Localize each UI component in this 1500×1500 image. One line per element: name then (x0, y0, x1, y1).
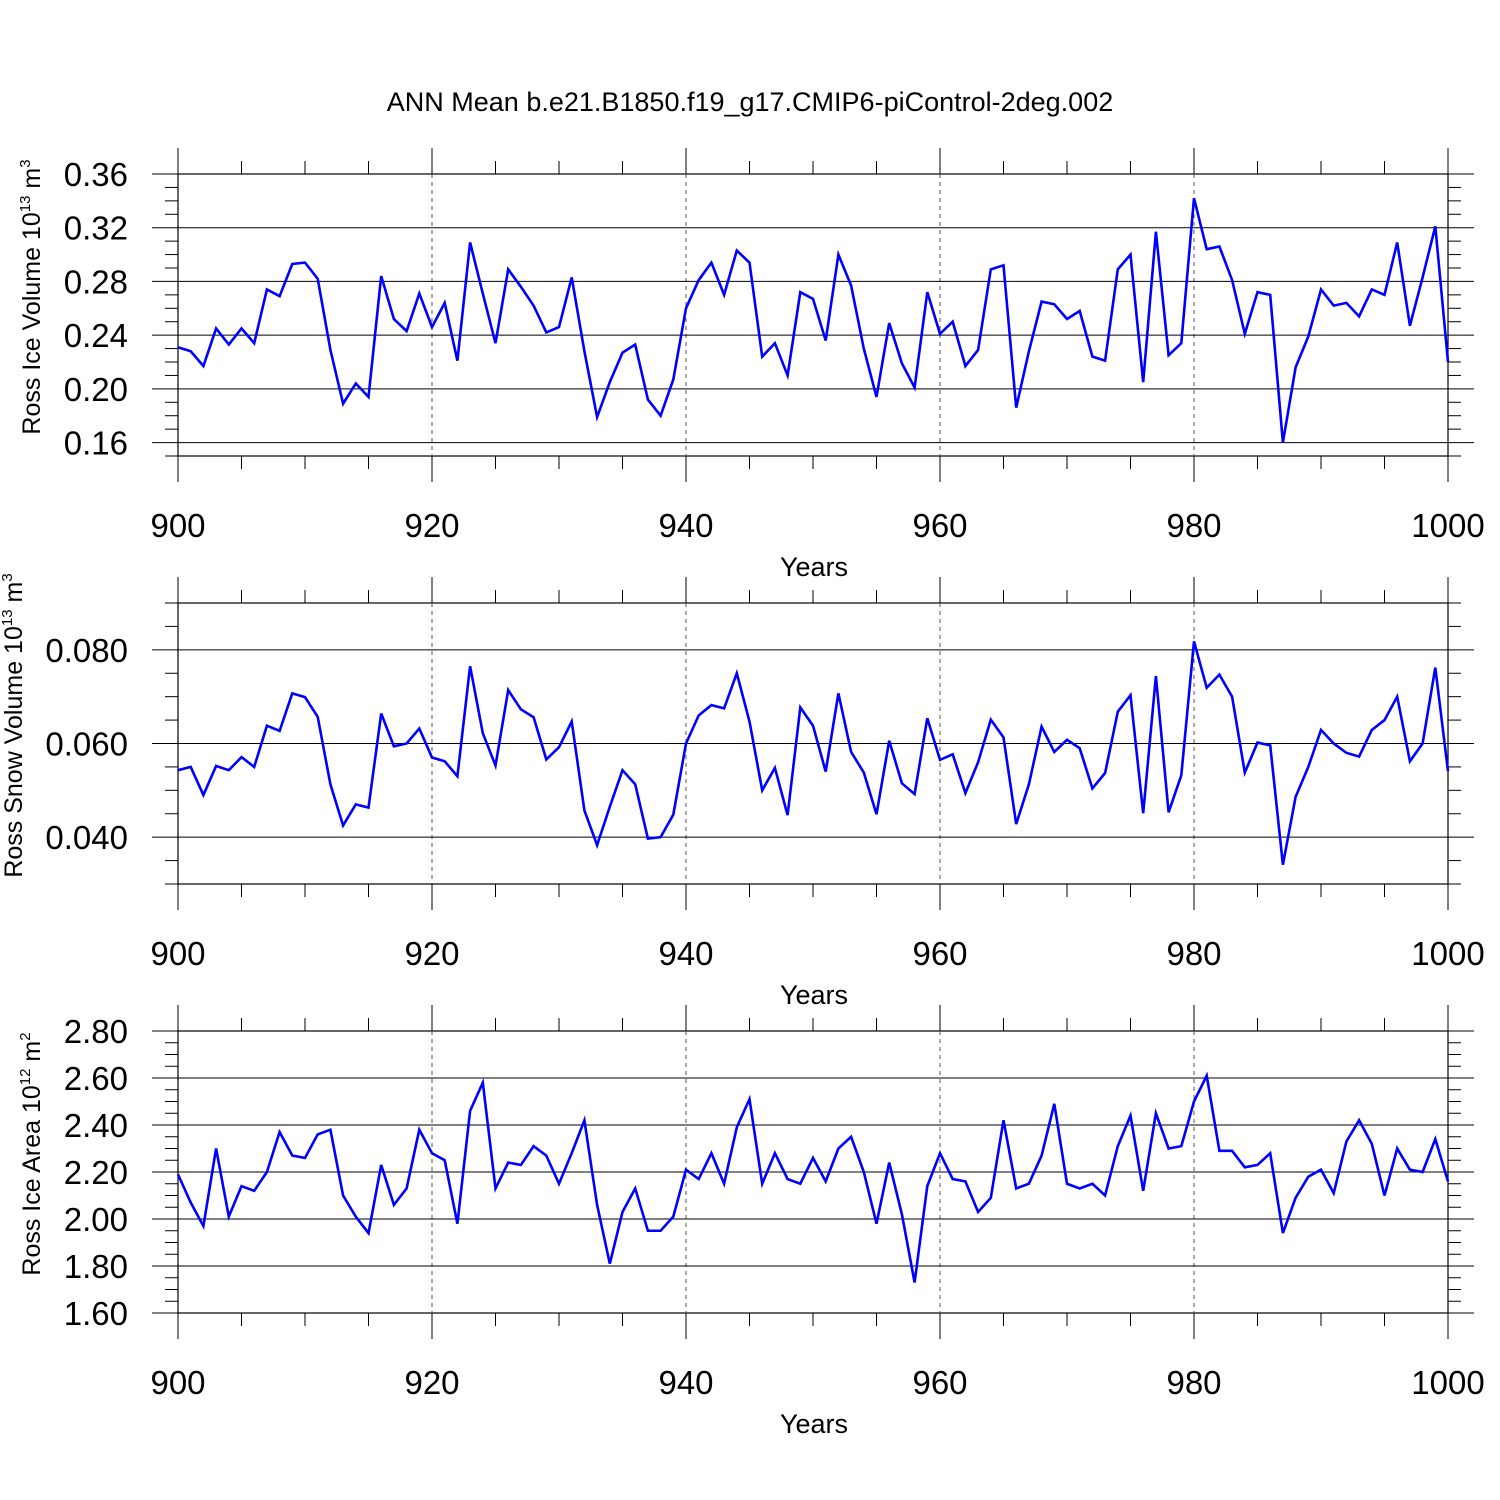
p1-xtick-label: 980 (1166, 507, 1221, 544)
p1-ytick-label: 0.36 (64, 156, 128, 193)
p1-ytick-label: 0.16 (64, 425, 128, 462)
p1-ylabel-unit: m (18, 168, 46, 196)
p3-ytick-label: 1.80 (64, 1248, 128, 1285)
p2-xtick-label: 900 (150, 935, 205, 972)
p3-xtick-label: 960 (912, 1364, 967, 1401)
p3-ytick-label: 2.20 (64, 1154, 128, 1191)
p2-xtick-label: 960 (912, 935, 967, 972)
p2-ylabel-exp: 13 (0, 609, 16, 626)
p1-plot-frame (177, 173, 1449, 457)
p3-xtick-label: 920 (404, 1364, 459, 1401)
p1-ytick-label: 0.24 (64, 317, 128, 354)
p2-ylabel-power: 10 (0, 626, 28, 654)
p3-ylabel-unit: m (18, 1041, 46, 1069)
p2-ylabel-name: Ross Snow Volume (0, 654, 28, 878)
p3-xtick-label: 900 (150, 1364, 205, 1401)
p1-xtick-label: 1000 (1411, 507, 1484, 544)
p2-ytick-label: 0.040 (45, 819, 128, 856)
p1-ytick-label: 0.32 (64, 210, 128, 247)
p3-xtick-label: 940 (658, 1364, 713, 1401)
p1-xtick-label: 940 (658, 507, 713, 544)
p3-ytick-label: 2.80 (64, 1013, 128, 1050)
p3-y-axis-title: Ross Ice Area 1012 m2 (17, 1032, 46, 1275)
p2-xtick-label: 1000 (1411, 935, 1484, 972)
p1-ylabel-power: 10 (18, 212, 46, 240)
p2-ylabel-unit: m (0, 582, 28, 610)
p3-ytick-label: 1.60 (64, 1295, 128, 1332)
p1-series-line (177, 197, 1450, 443)
p1-y-axis-title: Ross Ice Volume 1013 m3 (17, 159, 46, 434)
p2-xtick-label: 940 (658, 935, 713, 972)
p3-x-axis-title: Years (780, 1409, 848, 1439)
p2-x-axis-title: Years (780, 980, 848, 1010)
p2-xtick-label: 980 (1166, 935, 1221, 972)
p1-xtick-label: 960 (912, 507, 967, 544)
p3-ytick-label: 2.00 (64, 1201, 128, 1238)
p2-ytick-label: 0.080 (45, 632, 128, 669)
p2-xtick-label: 920 (404, 935, 459, 972)
p3-xtick-label: 980 (1166, 1364, 1221, 1401)
panel-2: 0.040 0.060 0.080 900 920 940 960 980 1000 Years R… (0, 573, 1485, 1010)
p3-ylabel-name: Ross Ice Area (18, 1113, 46, 1276)
p3-xtick-label: 1000 (1411, 1364, 1484, 1401)
p2-ytick-label: 0.060 (45, 726, 128, 763)
p3-ylabel-exp: 12 (17, 1069, 34, 1086)
p1-ytick-label: 0.28 (64, 263, 128, 300)
p3-series-line (176, 1071, 1450, 1283)
p1-xtick-label: 920 (404, 507, 459, 544)
p1-ylabel-exp: 13 (17, 196, 34, 213)
p1-ytick-label: 0.20 (64, 371, 128, 408)
p2-ylabel-unit-exp: 3 (0, 573, 16, 581)
p3-ylabel-power: 10 (18, 1085, 46, 1113)
p2-series-line (177, 641, 1450, 866)
p3-ylabel-unit-exp: 2 (17, 1032, 34, 1040)
p1-x-axis-title: Years (780, 552, 848, 582)
panel-1: 0.16 0.20 0.24 0.28 0.32 0.36 900 920 940 960 980 1… (17, 148, 1485, 582)
p3-ytick-label: 2.60 (64, 1060, 128, 1097)
p1-xtick-label: 900 (150, 507, 205, 544)
p1-ylabel-name: Ross Ice Volume (18, 240, 46, 435)
panel-3: 1.60 1.80 2.00 2.20 2.40 2.60 2.80 900 920 940 960… (17, 1005, 1485, 1439)
p3-ytick-label: 2.40 (64, 1107, 128, 1144)
p2-y-axis-title: Ross Snow Volume 1013 m3 (0, 573, 28, 877)
p1-ylabel-unit-exp: 3 (17, 159, 34, 167)
chart-title: ANN Mean b.e21.B1850.f19_g17.CMIP6-piCon… (387, 87, 1113, 117)
